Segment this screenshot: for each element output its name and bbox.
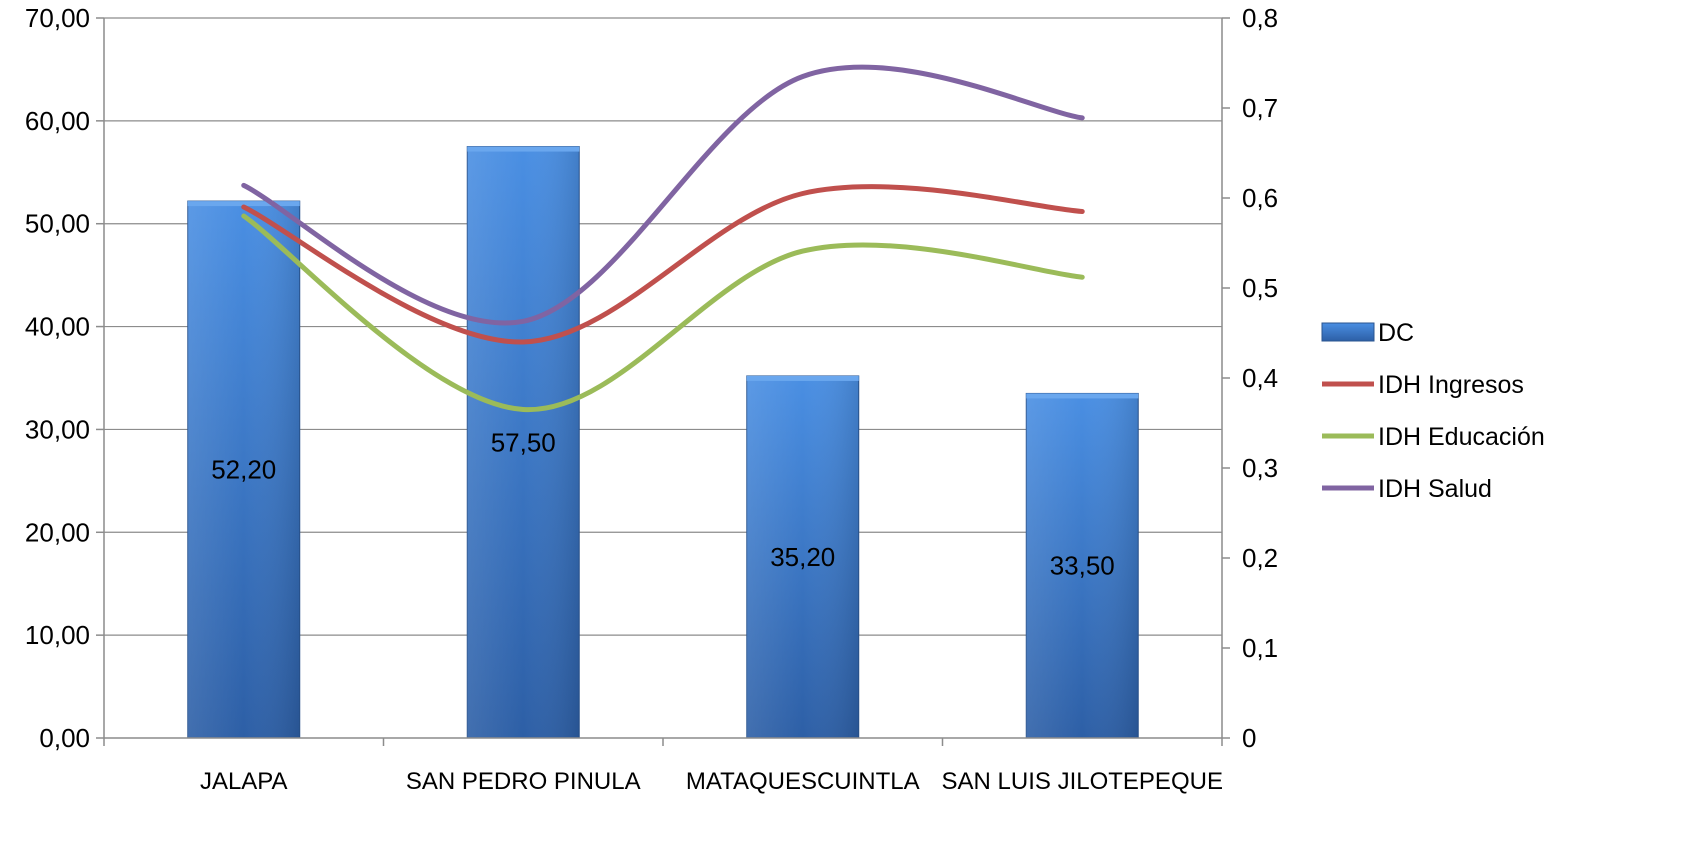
legend-label-idh-ingresos: IDH Ingresos [1378, 371, 1524, 399]
y-right-tick-label: 0,6 [1242, 183, 1278, 213]
y-right-tick-label: 0,5 [1242, 273, 1278, 303]
bar-data-label: 52,20 [211, 455, 276, 485]
line-idh-ingresos [241, 184, 1085, 345]
bar-data-label: 33,50 [1050, 551, 1115, 581]
y-right-tick-label: 0,3 [1242, 453, 1278, 483]
y-right-tick-label: 0,8 [1242, 3, 1278, 33]
legend-label-idh-educación: IDH Educación [1378, 423, 1545, 451]
x-category-label: MATAQUESCUINTLA [686, 768, 920, 795]
legend-label-dc: DC [1378, 319, 1414, 347]
y-left-tick-label: 40,00 [25, 312, 90, 342]
axes [96, 17, 1230, 746]
bar-top-highlight [467, 146, 580, 152]
bar-top-highlight [746, 375, 859, 381]
legend: DC IDH Ingresos IDH Educación IDH Salud [1321, 319, 1545, 503]
line-idh-educación [241, 213, 1085, 413]
bar-shade [1026, 393, 1139, 738]
y-right-tick-label: 0,7 [1242, 93, 1278, 123]
line-idh-salud [241, 64, 1085, 326]
y-left-tick-label: 50,00 [25, 209, 90, 239]
y-axis-right-ticks: 0 0,1 0,2 0,3 0,4 0,5 0,6 0,7 0,8 [1242, 3, 1278, 753]
y-left-tick-label: 60,00 [25, 106, 90, 136]
legend-label-idh-salud: IDH Salud [1378, 475, 1492, 503]
y-left-tick-label: 10,00 [25, 620, 90, 650]
y-left-tick-label: 30,00 [25, 414, 90, 444]
bar-shade [467, 146, 580, 739]
bar-data-labels: 52,20 57,50 35,20 33,50 [211, 427, 1115, 580]
x-axis-categories: JALAPA SAN PEDRO PINULA MATAQUESCUINTLA SAN… [200, 768, 1223, 795]
y-right-tick-label: 0 [1242, 723, 1256, 753]
line-series [241, 64, 1085, 413]
x-category-label: SAN PEDRO PINULA [406, 768, 641, 795]
y-left-tick-label: 0,00 [39, 723, 90, 753]
bar-data-label: 35,20 [770, 542, 835, 572]
x-category-label: SAN LUIS JILOTEPEQUE [942, 768, 1223, 795]
y-axis-left-ticks: 0,00 10,00 20,00 30,00 40,00 50,00 60,00 70,00 [25, 3, 90, 753]
y-left-tick-label: 20,00 [25, 517, 90, 547]
legend-swatch-dc [1321, 322, 1375, 342]
y-right-tick-label: 0,4 [1242, 363, 1278, 393]
bar-data-label: 57,50 [491, 427, 556, 457]
bar-top-highlight [1026, 393, 1139, 399]
x-category-label: JALAPA [200, 768, 288, 795]
y-left-tick-label: 70,00 [25, 3, 90, 33]
bar-top-highlight [187, 201, 300, 207]
y-right-tick-label: 0,1 [1242, 633, 1278, 663]
bar-series-dc [187, 146, 1139, 739]
bar-shade [746, 375, 859, 738]
bar-shade [187, 201, 300, 739]
y-right-tick-label: 0,2 [1242, 543, 1278, 573]
